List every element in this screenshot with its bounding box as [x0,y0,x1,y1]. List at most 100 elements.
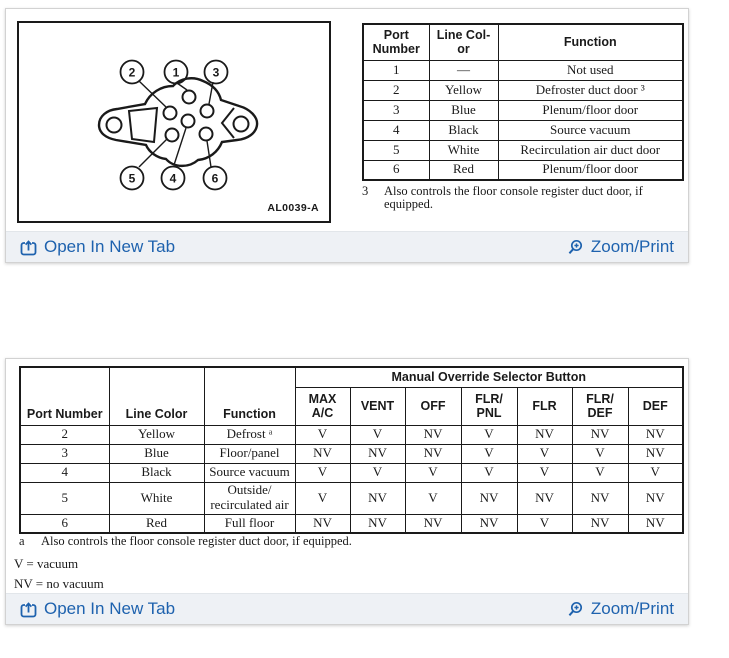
color-cell: White [108,481,205,515]
value-cell: V [516,443,573,464]
header-flr: FLR [516,386,573,426]
function-cell: Plenum/floor door [497,99,684,121]
value-cell: NV [404,424,462,445]
open-in-new-tab-icon [20,601,37,617]
callout-3: 3 [203,59,229,85]
value-cell: V [404,481,462,515]
table-row: 1 — Not used [362,59,684,81]
callout-2: 2 [119,59,145,85]
legend-no-vacuum: NV = no vacuum [14,576,104,591]
value-cell: NV [571,424,629,445]
svg-text:3: 3 [213,66,220,80]
callout-1: 1 [163,59,189,85]
value-cell: V [349,424,406,445]
value-cell: NV [460,513,518,534]
color-cell: Black [428,119,499,141]
figure-label: AL0039-A [267,202,319,214]
color-cell: Blue [108,443,205,464]
svg-text:1: 1 [173,66,180,80]
table-row: 2 Yellow Defroster duct door ³ [362,79,684,101]
function-cell: Source vacuum [203,462,296,483]
open-in-new-tab-link[interactable]: Open In New Tab [20,599,175,619]
color-cell: White [428,139,499,161]
value-cell: V [571,462,629,483]
table-row: 3 Blue Floor/panel NV NV NV V V V NV [19,443,684,464]
function-cell: Source vacuum [497,119,684,141]
value-cell: V [460,443,518,464]
vacuum-connector-panel: 2 1 3 5 4 6 AL0039-A [5,8,689,263]
port-cell: 1 [362,59,430,81]
open-in-new-tab-link[interactable]: Open In New Tab [20,237,175,257]
value-cell: V [571,443,629,464]
color-cell: — [428,59,499,81]
function-cell: Defroster duct door ³ [497,79,684,101]
port-cell: 4 [19,462,110,483]
value-cell: NV [627,443,684,464]
port-cell: 4 [362,119,430,141]
table-row: 6 Red Plenum/floor door [362,159,684,181]
value-cell: NV [627,513,684,534]
value-cell: NV [294,513,351,534]
header-off: OFF [404,386,462,426]
value-cell: V [294,424,351,445]
table-row: 6 Red Full floor NV NV NV NV V NV NV [19,513,684,534]
header-flr-pnl: FLR/ PNL [460,386,518,426]
zoom-print-label: Zoom/Print [590,599,674,618]
color-cell: Blue [428,99,499,121]
port-function-table: Port Number Line Col- or Function 1 — No… [362,23,684,181]
footnote-text: Also controls the floor console register… [384,184,643,212]
svg-text:2: 2 [129,66,136,80]
callout-6: 6 [202,165,228,191]
function-cell: Defrost ᵃ [203,424,296,445]
function-cell: Floor/panel [203,443,296,464]
footnote-marker: 3 [362,184,369,198]
header-vent: VENT [349,386,406,426]
header-function: Function [497,23,684,61]
header-function: Function [203,366,296,426]
value-cell: NV [516,424,573,445]
table-header-row: Port Number Line Col- or Function [362,23,684,61]
svg-text:4: 4 [170,172,177,186]
zoom-icon [568,601,582,616]
manual-override-table: Port Number Line Color Function Manual O… [19,366,684,534]
value-cell: NV [460,481,518,515]
color-cell: Yellow [428,79,499,101]
port-cell: 2 [19,424,110,445]
panel-footer: Open In New Tab Zoom/Print [6,231,688,262]
value-cell: V [460,462,518,483]
zoom-print-link[interactable]: Zoom/Print [567,599,674,619]
value-cell: V [404,462,462,483]
port-cell: 3 [19,443,110,464]
callout-4: 4 [160,165,186,191]
legend-vacuum: V = vacuum [14,556,79,571]
value-cell: V [294,481,351,515]
value-cell: V [627,462,684,483]
port-cell: 6 [19,513,110,534]
value-cell: NV [571,513,629,534]
open-in-new-tab-label: Open In New Tab [44,599,176,618]
header-line-color: Line Col- or [428,23,499,61]
value-cell: NV [627,481,684,515]
port-cell: 6 [362,159,430,181]
svg-text:6: 6 [212,172,219,186]
header-def: DEF [627,386,684,426]
override-table-panel: Port Number Line Color Function Manual O… [5,358,689,625]
footnote-text: Also controls the floor console register… [41,534,352,548]
function-cell: Outside/ recirculated air [203,481,296,515]
port-cell: 5 [362,139,430,161]
open-in-new-tab-label: Open In New Tab [44,237,176,256]
port-cell: 5 [19,481,110,515]
color-cell: Red [428,159,499,181]
table-row: 5 White Recirculation air duct door [362,139,684,161]
svg-text:5: 5 [129,172,136,186]
value-cell: NV [627,424,684,445]
table-row: 5 White Outside/ recirculated air V NV V… [19,481,684,515]
zoom-print-link[interactable]: Zoom/Print [567,237,674,257]
port-cell: 3 [362,99,430,121]
vacuum-connector-diagram: 2 1 3 5 4 6 [97,59,259,191]
function-cell: Full floor [203,513,296,534]
header-port-number: Port Number [362,23,430,61]
mode-header-row: MAX A/C VENT OFF FLR/ PNL FLR FLR/ DEF D… [20,386,684,426]
header-flr-def: FLR/ DEF [571,386,629,426]
group-header-row: Port Number Line Color Function Manual O… [19,366,684,426]
